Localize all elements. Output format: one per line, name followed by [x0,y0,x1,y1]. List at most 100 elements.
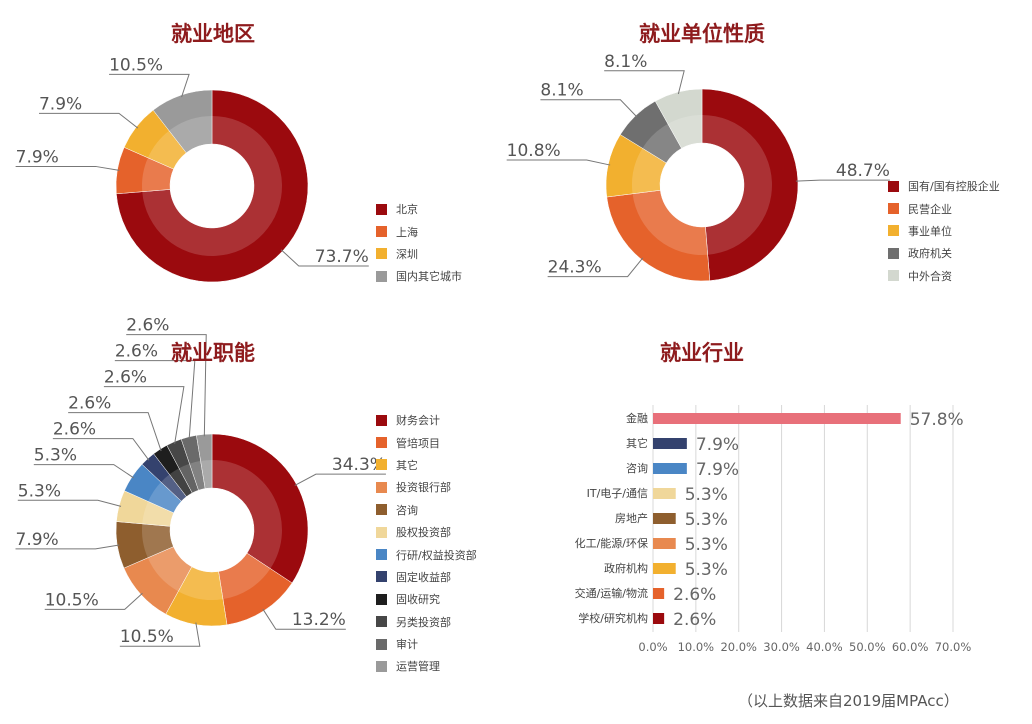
data-label: 10.5% [120,627,174,647]
legend-label: 民营企业 [908,202,952,216]
leader-line [103,386,185,444]
legend-label: 另类投资部 [396,615,451,629]
legend-function: 财务会计 管培项目 其它 投资银行部 咨询 股权投资部 行研/权益投资部 固定收益部 固收研究另… [376,409,477,678]
leader-line [604,70,685,95]
data-label: 57.8% [910,410,964,430]
bar [653,488,676,499]
data-label: 2.6% [126,316,169,336]
legend-item: 民营企业 [888,197,1000,219]
legend-swatch [888,270,899,282]
data-label: 13.2% [292,610,346,630]
category-label: 政府机构 [604,561,648,575]
legend-region: 北京 上海 深圳 国内其它城市 [376,198,462,288]
category-label: 化工/能源/环保 [575,536,648,550]
legend-swatch [376,660,387,672]
legend-swatch [376,248,387,260]
donut-slice [116,89,309,283]
leader-line [795,179,890,182]
legend-label: 审计 [396,638,418,652]
data-label: 10.5% [45,590,99,610]
legend-swatch [376,638,387,650]
x-tick-label: 10.0% [678,640,715,654]
legend-item: 北京 [376,198,462,220]
category-label: 学校/研究机构 [578,611,648,625]
legend-label: 固定收益部 [396,570,451,584]
bar [653,588,665,599]
legend-item: 深圳 [376,243,462,265]
data-label: 2.6% [104,368,147,388]
donut-inner-ring [147,546,192,592]
leader-line [114,360,196,439]
data-label: 7.9% [39,94,82,114]
legend-label: 北京 [396,203,418,217]
donut-inner-ring [169,116,212,153]
chart-title-employer-type: 就业单位性质 [639,21,765,46]
leader-line [17,499,122,507]
data-label: 5.3% [34,446,77,466]
legend-swatch [376,414,387,426]
legend-label: 咨询 [396,503,418,517]
data-label: 73.7% [315,247,369,267]
leader-line [119,622,201,647]
data-label: 2.6% [673,585,716,605]
x-tick-label: 30.0% [763,640,800,654]
legend-item: 财务会计 [376,409,477,431]
donut-inner-ring [200,460,212,489]
donut-inner-ring [142,116,282,256]
category-label: 金融 [626,411,648,425]
bar [653,563,676,574]
data-label: 7.9% [696,435,739,455]
data-label: 7.9% [16,147,59,167]
legend-swatch [376,270,387,282]
donut-inner-ring [142,501,174,527]
x-tick-label: 60.0% [892,640,929,654]
legend-label: 财务会计 [396,414,440,428]
category-label: 咨询 [626,461,648,475]
legend-label: 投资银行部 [396,481,451,495]
donut-slice [606,189,711,282]
legend-item: 投资银行部 [376,476,477,498]
legend-swatch [376,459,387,471]
x-tick-label: 20.0% [720,640,757,654]
legend-item: 政府机关 [888,242,1000,264]
legend-swatch [888,180,899,192]
donut-inner-ring [642,123,682,163]
legend-swatch [376,226,387,238]
leader-line [547,257,644,278]
legend-swatch [376,616,387,628]
legend-label: 运营管理 [396,660,440,674]
x-tick-label: 0.0% [638,640,667,654]
donut-inner-ring [212,460,282,569]
data-label: 2.6% [68,394,111,414]
data-label: 2.6% [673,610,716,630]
category-label: IT/电子/通信 [587,487,648,500]
legend-label: 政府机关 [908,247,952,261]
legend-item: 固收研究 [376,588,477,610]
data-label: 10.8% [507,141,561,161]
donut-inner-ring [632,190,708,256]
x-tick-label: 70.0% [935,640,972,654]
legend-item: 事业单位 [888,220,1000,242]
donut-inner-ring [148,482,182,513]
legend-item: 固定收益部 [376,566,477,588]
bar [653,538,676,549]
legend-label: 其它 [396,458,418,472]
donut-inner-ring [179,463,199,493]
data-label: 5.3% [685,485,728,505]
data-label: 7.9% [16,530,59,550]
legend-item: 上海 [376,220,462,242]
data-label: 34.3% [332,455,386,475]
legend-item: 运营管理 [376,655,477,677]
bar [653,413,901,424]
legend-item: 股权投资部 [376,521,477,543]
data-label: 2.6% [53,420,96,440]
bar [653,463,687,474]
legend-label: 事业单位 [908,224,952,238]
legend-item: 国有/国有控股企业 [888,175,1000,197]
data-label: 24.3% [548,258,602,278]
bar [653,613,665,624]
legend-swatch [888,247,899,259]
bar [653,438,687,449]
legend-employer-type: 国有/国有控股企业 民营企业 事业单位 政府机关 中外合资 [888,175,1000,287]
donut-inner-ring [189,460,206,491]
